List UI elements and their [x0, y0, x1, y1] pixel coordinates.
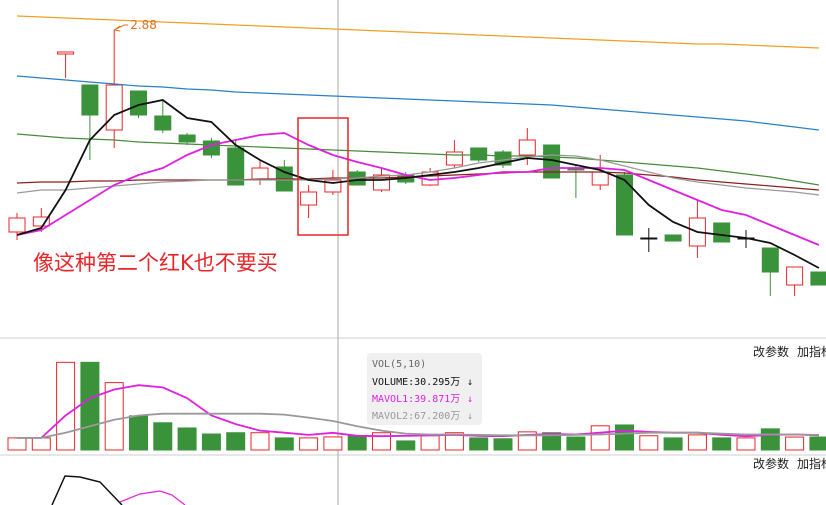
readout-arrow: ↓ — [467, 394, 473, 405]
volume-bar — [760, 428, 780, 451]
volume-bar — [615, 424, 634, 451]
volume-bar — [299, 437, 319, 451]
readout-arrow: ↓ — [467, 411, 473, 422]
volume-bar — [31, 437, 51, 451]
candle-body — [664, 234, 682, 242]
volume-panel: VOL(5,10) VOLUME:30.295万 ↓ MAVOL1:39.871万 ↓ M… — [7, 353, 826, 451]
ma-line — [16, 132, 820, 246]
candle-body — [32, 216, 50, 227]
volume-bar — [542, 432, 562, 451]
ma-line — [16, 15, 819, 49]
volume-bar — [444, 432, 464, 451]
volume-bar — [372, 432, 391, 451]
candle-body — [810, 271, 826, 286]
volume-bar — [347, 435, 367, 451]
volume-bar — [639, 435, 659, 451]
price-panel: 2.88 — [8, 15, 826, 296]
ma-line — [16, 99, 820, 269]
readout-box — [367, 353, 482, 425]
note: 像这种第二个红K也不要买 — [33, 251, 278, 275]
candle-body — [616, 174, 633, 236]
volume-bar — [469, 437, 489, 451]
readout-item: MAVOL1:39.871万 — [372, 394, 460, 405]
volume-bar — [323, 436, 343, 451]
volume-bar — [80, 361, 100, 451]
volume-bar — [712, 437, 732, 451]
volume-bar — [153, 422, 173, 451]
highlight-box — [297, 117, 349, 236]
candle-body — [8, 217, 26, 233]
candle-body — [713, 222, 731, 243]
volume-bar — [420, 435, 440, 451]
candle-body — [373, 174, 390, 191]
volume-bar — [785, 436, 805, 451]
candle-body — [591, 171, 609, 186]
volume-bar — [274, 437, 294, 451]
volume-bar — [104, 382, 124, 451]
indicator-line — [51, 475, 123, 505]
annotation-arrow — [113, 24, 129, 32]
button[interactable]: 加指标 — [797, 456, 826, 471]
volume-bar — [250, 432, 270, 451]
candle-body — [251, 167, 269, 181]
ma-line — [16, 133, 819, 186]
candle-body — [761, 247, 779, 273]
ma-line — [16, 75, 819, 131]
indicator-line — [119, 490, 186, 505]
volume-bar — [736, 437, 756, 451]
readout-item: MAVOL2:67.200万 — [372, 411, 460, 422]
candle-body — [786, 266, 804, 286]
candle-body — [81, 84, 99, 116]
candle-body — [178, 134, 196, 143]
candle-body — [470, 147, 488, 161]
volume-bar — [7, 437, 27, 451]
volume-bar — [517, 431, 537, 451]
readout-item: VOLUME:30.295万 — [372, 377, 460, 388]
volume-bar — [687, 434, 707, 451]
button[interactable]: 加指标 — [797, 344, 826, 359]
volume-bar — [396, 440, 416, 451]
readout-arrow: ↓ — [467, 377, 473, 388]
button[interactable]: 改参数 — [753, 344, 789, 359]
candle-body — [640, 237, 658, 240]
volume-bar — [129, 415, 148, 451]
volume-bar — [566, 436, 586, 451]
candle-body — [57, 51, 75, 55]
candle-body — [105, 84, 123, 131]
candle-body — [445, 151, 463, 166]
readout-title: VOL(5,10) — [372, 359, 426, 370]
high-label: 2.88 — [130, 18, 157, 32]
volume-bar — [809, 436, 826, 451]
candle-body — [518, 139, 536, 156]
volume-bar — [493, 438, 513, 451]
volume-bar — [201, 433, 221, 451]
candle-body — [154, 115, 172, 131]
candle-body — [300, 191, 318, 206]
ma-line — [17, 412, 819, 439]
volume-bar — [177, 427, 197, 451]
ma-line — [16, 154, 819, 196]
button[interactable]: 改参数 — [753, 456, 789, 471]
candle-body — [227, 147, 245, 186]
volume-bar — [226, 432, 246, 451]
volume-bar — [663, 437, 683, 451]
volume-bar — [56, 361, 76, 451]
volume-bar — [590, 425, 610, 451]
